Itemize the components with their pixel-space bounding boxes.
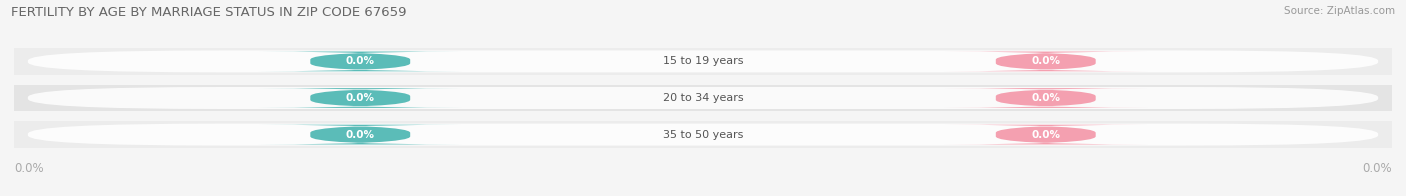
Text: FERTILITY BY AGE BY MARRIAGE STATUS IN ZIP CODE 67659: FERTILITY BY AGE BY MARRIAGE STATUS IN Z…	[11, 6, 406, 19]
FancyBboxPatch shape	[28, 50, 1378, 72]
FancyBboxPatch shape	[28, 124, 1378, 146]
FancyBboxPatch shape	[945, 125, 1147, 144]
FancyBboxPatch shape	[28, 87, 1378, 109]
Bar	[14, 48, 1392, 75]
FancyBboxPatch shape	[259, 52, 461, 71]
Text: 0.0%: 0.0%	[346, 56, 375, 66]
FancyBboxPatch shape	[945, 88, 1147, 108]
Text: 20 to 34 years: 20 to 34 years	[662, 93, 744, 103]
Text: 35 to 50 years: 35 to 50 years	[662, 130, 744, 140]
Text: 0.0%: 0.0%	[1362, 162, 1392, 175]
FancyBboxPatch shape	[259, 88, 461, 108]
Text: 15 to 19 years: 15 to 19 years	[662, 56, 744, 66]
Bar	[14, 85, 1392, 111]
Text: 0.0%: 0.0%	[1031, 93, 1060, 103]
Text: 0.0%: 0.0%	[14, 162, 44, 175]
FancyBboxPatch shape	[945, 52, 1147, 71]
Text: 0.0%: 0.0%	[346, 93, 375, 103]
FancyBboxPatch shape	[259, 125, 461, 144]
Bar	[14, 121, 1392, 148]
Text: 0.0%: 0.0%	[1031, 130, 1060, 140]
Text: 0.0%: 0.0%	[346, 130, 375, 140]
Text: Source: ZipAtlas.com: Source: ZipAtlas.com	[1284, 6, 1395, 16]
Text: 0.0%: 0.0%	[1031, 56, 1060, 66]
